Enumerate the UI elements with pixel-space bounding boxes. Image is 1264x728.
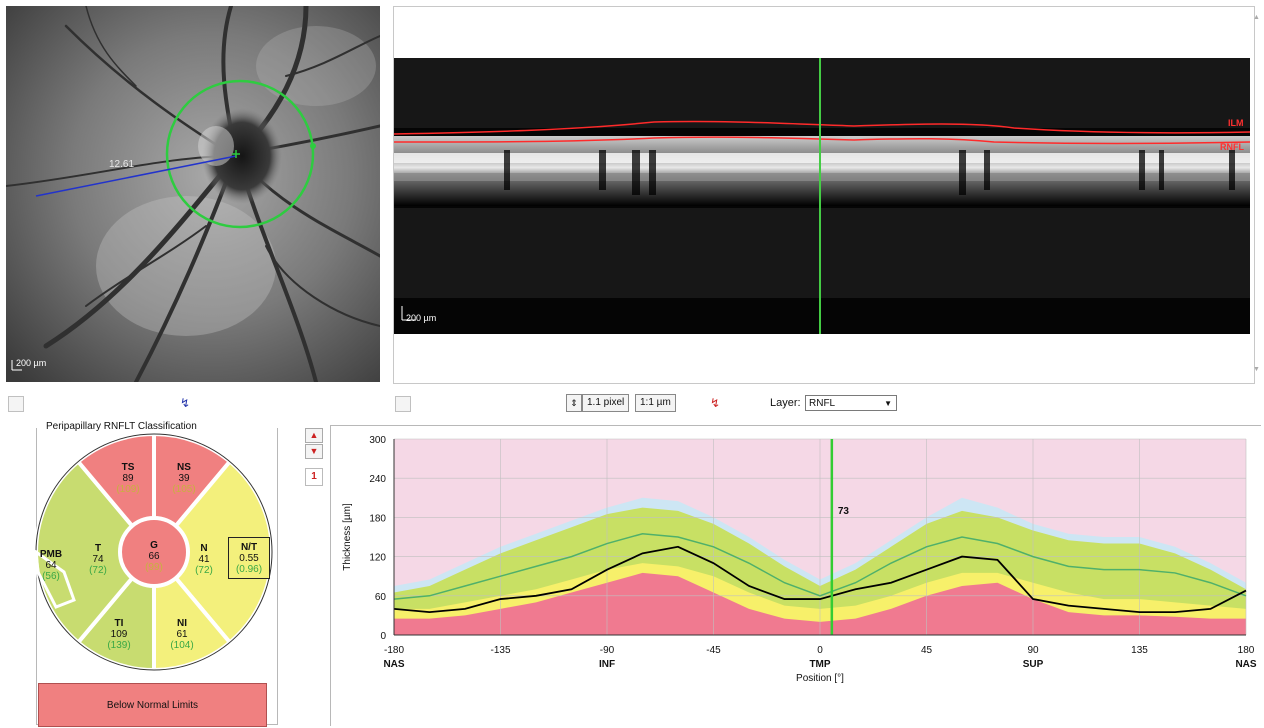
sector-value: 74 xyxy=(92,554,104,565)
um-scale-button[interactable]: 1:1 µm xyxy=(635,394,676,412)
copy-icon[interactable] xyxy=(395,396,411,412)
sector-nt-box: N/T 0.55 (0.96) xyxy=(228,537,270,579)
sector-ns-label: NS 39 (105) xyxy=(166,462,202,495)
sector-name: NI xyxy=(177,618,187,629)
sector-normal: (139) xyxy=(107,640,131,651)
sector-n-label: N 41 (72) xyxy=(186,543,222,576)
sector-value: 61 xyxy=(176,629,188,640)
sector-normal: (72) xyxy=(195,565,213,576)
chevron-down-icon[interactable]: ▼ xyxy=(884,399,892,408)
sector-normal: (105) xyxy=(172,484,196,495)
page-up-arrow[interactable]: ▲ xyxy=(305,428,323,443)
y-tick-label: 240 xyxy=(369,474,386,485)
sector-value: 66 xyxy=(148,551,160,562)
bscan-scale-label: 200 µm xyxy=(406,313,437,323)
x-tick-label: -45 xyxy=(706,645,721,656)
sector-value: 89 xyxy=(122,473,134,484)
layer-tool-icon[interactable]: ↯ xyxy=(709,396,721,410)
y-tick-label: 120 xyxy=(369,553,386,564)
classification-title: Peripapillary RNFLT Classification xyxy=(44,421,199,432)
ilm-line xyxy=(394,120,1250,135)
scroll-up-arrow[interactable]: ▲ xyxy=(1253,14,1260,21)
sector-value: 41 xyxy=(198,554,210,565)
classification-status-badge: Below Normal Limits xyxy=(38,683,267,727)
fovea-disc-line xyxy=(35,155,237,197)
bscan-image[interactable]: ILM RNFL 200 µm xyxy=(394,58,1250,334)
fundus-distance-label: 12.61 xyxy=(109,159,135,170)
x-tick-label: 0 xyxy=(817,645,823,656)
layer-label: Layer: xyxy=(770,397,801,409)
cursor-value-label: 73 xyxy=(838,506,850,517)
layer-select-value: RNFL xyxy=(809,398,836,409)
y-axis-title: Thickness [µm] xyxy=(342,503,353,571)
sector-normal: (56) xyxy=(42,571,60,582)
layer-label-rnfl: RNFL xyxy=(1220,142,1244,152)
sector-t-label: T 74 (72) xyxy=(80,543,116,576)
x-tick-label: -180 xyxy=(384,645,404,656)
x-tick-label: 90 xyxy=(1027,645,1039,656)
sector-pmb-label: PMB 64 (56) xyxy=(36,549,66,582)
y-tick-label: 0 xyxy=(380,631,386,642)
y-tick-label: 60 xyxy=(375,592,387,603)
sector-ni-label: NI 61 (104) xyxy=(164,618,200,651)
sector-value: 109 xyxy=(110,629,128,640)
sector-name: PMB xyxy=(39,549,63,560)
sector-name: N/T xyxy=(240,542,258,553)
sector-chart xyxy=(34,431,274,673)
region-label: TMP xyxy=(809,659,830,670)
sector-value: 64 xyxy=(45,560,57,571)
rnfl-line xyxy=(394,136,1250,145)
region-label: INF xyxy=(599,659,615,670)
sector-name: TI xyxy=(114,618,124,629)
sector-ts-label: TS 89 (109) xyxy=(110,462,146,495)
sector-name: N xyxy=(200,543,208,554)
chart-frame xyxy=(330,425,1261,726)
page-down-arrow[interactable]: ▼ xyxy=(305,444,323,459)
sector-name: T xyxy=(94,543,102,554)
scan-circle xyxy=(165,79,315,229)
sector-normal: (104) xyxy=(170,640,194,651)
sector-ti-label: TI 109 (139) xyxy=(101,618,137,651)
x-tick-label: -90 xyxy=(600,645,615,656)
sector-g xyxy=(118,516,190,588)
sector-name: NS xyxy=(177,462,191,473)
sector-name: G xyxy=(150,540,158,551)
layer-label-ilm: ILM xyxy=(1228,118,1244,128)
pixel-scale-button[interactable]: 1.1 pixel xyxy=(582,394,630,412)
sector-name: TS xyxy=(121,462,135,473)
scroll-down-arrow[interactable]: ▼ xyxy=(1253,366,1260,373)
thickness-chart[interactable]: 73 0 60 120 180 240 300 -180 -135 -90 -45 0 45 90 135 1… xyxy=(330,425,1264,728)
copy-icon[interactable] xyxy=(8,396,24,412)
region-label: NAS xyxy=(383,659,404,670)
layer-select[interactable]: RNFL ▼ xyxy=(805,395,897,411)
sector-normal: (99) xyxy=(145,562,163,573)
y-tick-label: 300 xyxy=(369,435,386,446)
region-label: SUP xyxy=(1023,659,1044,670)
sector-value: 0.55 xyxy=(239,553,259,564)
x-tick-label: 45 xyxy=(921,645,933,656)
x-axis-title: Position [°] xyxy=(796,673,844,684)
fundus-scale-label: 200 µm xyxy=(16,358,47,368)
sector-normal: (109) xyxy=(116,484,140,495)
x-tick-label: 135 xyxy=(1131,645,1148,656)
sector-value: 39 xyxy=(178,473,190,484)
normative-mean-line xyxy=(393,532,1247,600)
tool-icon[interactable]: ↯ xyxy=(179,396,191,410)
x-tick-label: -135 xyxy=(490,645,510,656)
patient-thickness-line xyxy=(393,545,1247,614)
region-label: NAS xyxy=(1235,659,1256,670)
expand-icon[interactable]: ⇕ xyxy=(566,394,582,412)
fundus-image[interactable]: 12.61 200 µm xyxy=(6,6,380,382)
page-number[interactable]: 1 xyxy=(305,468,323,486)
sector-g-label: G 66 (99) xyxy=(136,540,172,573)
y-tick-label: 180 xyxy=(369,513,386,524)
sector-normal: (72) xyxy=(89,565,107,576)
x-tick-label: 180 xyxy=(1238,645,1255,656)
sector-normal: (0.96) xyxy=(235,564,263,575)
